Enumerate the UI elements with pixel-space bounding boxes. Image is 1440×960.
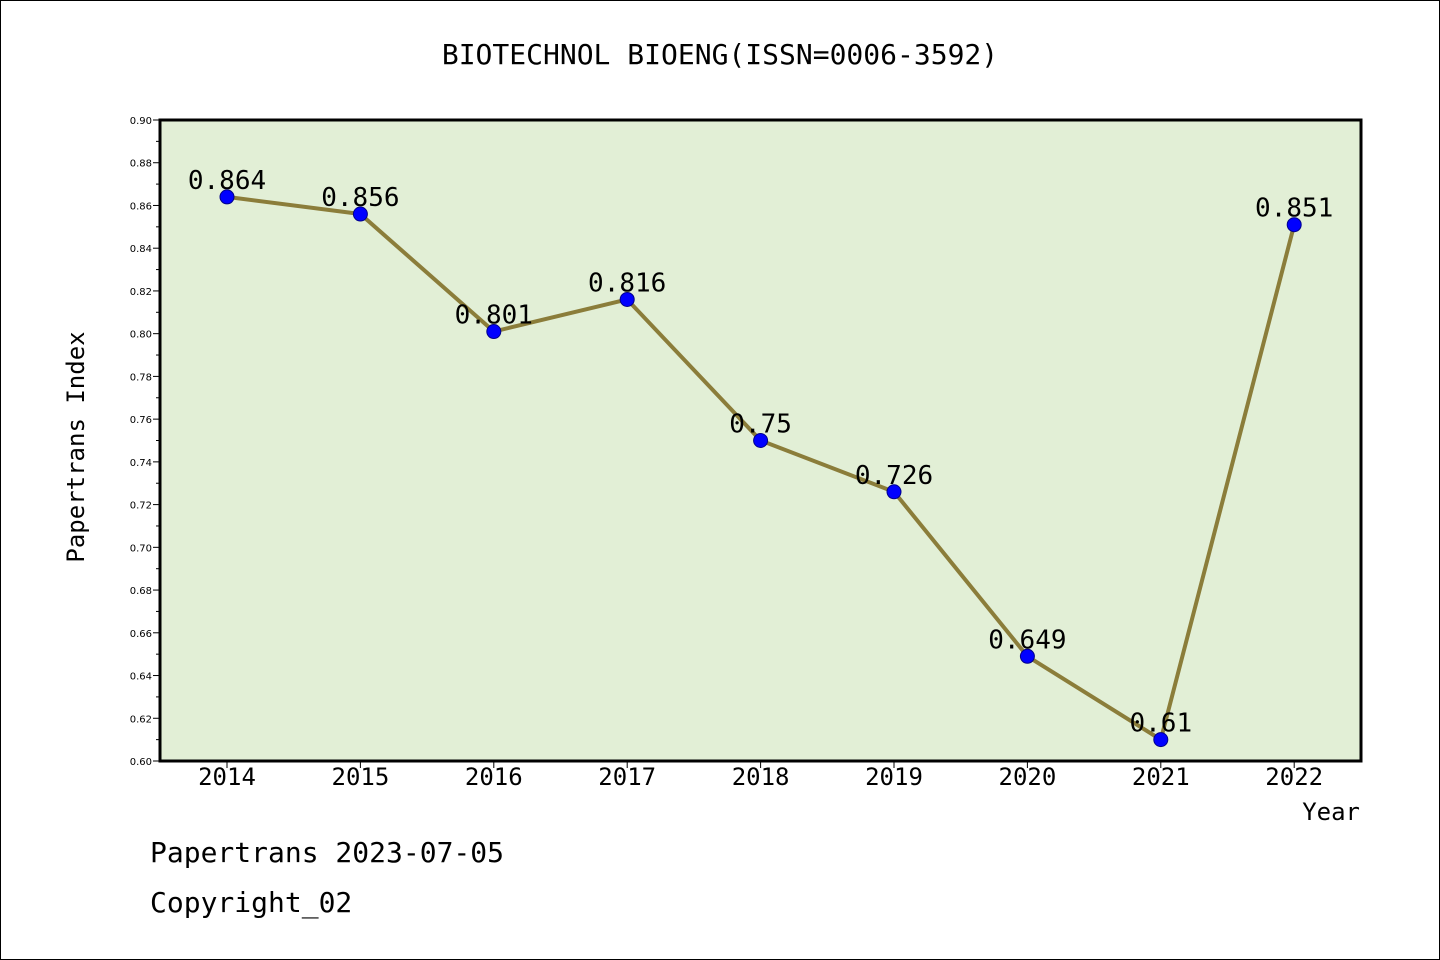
x-tick-label: 2018 xyxy=(732,763,790,791)
y-tick-label: 0.62 xyxy=(130,714,152,725)
data-point xyxy=(219,189,235,205)
data-label: 0.75 xyxy=(729,410,792,440)
x-tick-label: 2019 xyxy=(865,763,923,791)
y-tick-label: 0.70 xyxy=(130,543,152,554)
data-point xyxy=(486,324,502,340)
y-axis: 0.60 0.62 0.64 0.66 0.68 0.70 0.72 0.74 0.76 0.78… xyxy=(130,116,160,768)
data-labels: 0.864 0.856 0.801 0.816 0.75 0.726 0.649 0.61 0.… xyxy=(188,166,1333,739)
data-label: 0.851 xyxy=(1255,194,1333,224)
x-axis-title: Year xyxy=(1302,798,1360,826)
data-point xyxy=(753,433,769,448)
y-tick-label: 0.86 xyxy=(130,201,152,212)
y-tick-label: 0.76 xyxy=(130,415,152,426)
x-tick-label: 2014 xyxy=(198,763,256,791)
y-tick-label: 0.88 xyxy=(130,159,152,170)
y-tick-label: 0.68 xyxy=(130,586,152,597)
y-tick-label: 0.72 xyxy=(130,501,152,512)
data-point xyxy=(1286,217,1302,233)
y-tick-label: 0.66 xyxy=(130,629,152,640)
chart-title: BIOTECHNOL BIOENG(ISSN=0006-3592) xyxy=(441,38,999,71)
data-point xyxy=(1019,648,1035,664)
x-tick-label: 2022 xyxy=(1265,763,1323,791)
data-point xyxy=(619,291,635,307)
y-tick-label: 0.82 xyxy=(130,287,152,298)
x-tick-label: 2015 xyxy=(332,763,390,791)
x-tick-label: 2020 xyxy=(999,763,1057,791)
y-tick-label: 0.64 xyxy=(130,672,152,683)
data-label: 0.856 xyxy=(321,183,399,213)
data-point xyxy=(352,206,368,222)
y-axis-title: Papertrans Index xyxy=(62,331,90,562)
y-tick-label: 0.78 xyxy=(130,372,152,383)
x-axis: 2014 2015 2016 2017 2018 2019 2020 2021 2022 xyxy=(198,761,1323,791)
y-tick-label: 0.80 xyxy=(130,330,152,341)
data-point xyxy=(1153,732,1169,748)
footer-copyright: Copyright_02 xyxy=(150,886,353,919)
y-tick-label: 0.60 xyxy=(130,757,152,768)
data-label: 0.816 xyxy=(588,268,666,298)
footer-source: Papertrans 2023-07-05 xyxy=(150,836,505,869)
data-label: 0.864 xyxy=(188,166,266,196)
y-tick-label: 0.90 xyxy=(130,116,152,127)
data-label: 0.726 xyxy=(855,461,933,491)
y-tick-label: 0.84 xyxy=(130,244,152,255)
data-points xyxy=(219,189,1302,748)
data-label: 0.649 xyxy=(988,625,1066,655)
x-tick-label: 2016 xyxy=(465,763,523,791)
x-tick-label: 2021 xyxy=(1132,763,1190,791)
x-tick-label: 2017 xyxy=(598,763,656,791)
data-label: 0.801 xyxy=(455,301,533,331)
data-label: 0.61 xyxy=(1129,709,1192,739)
data-point xyxy=(886,484,902,500)
y-tick-label: 0.74 xyxy=(130,458,152,469)
